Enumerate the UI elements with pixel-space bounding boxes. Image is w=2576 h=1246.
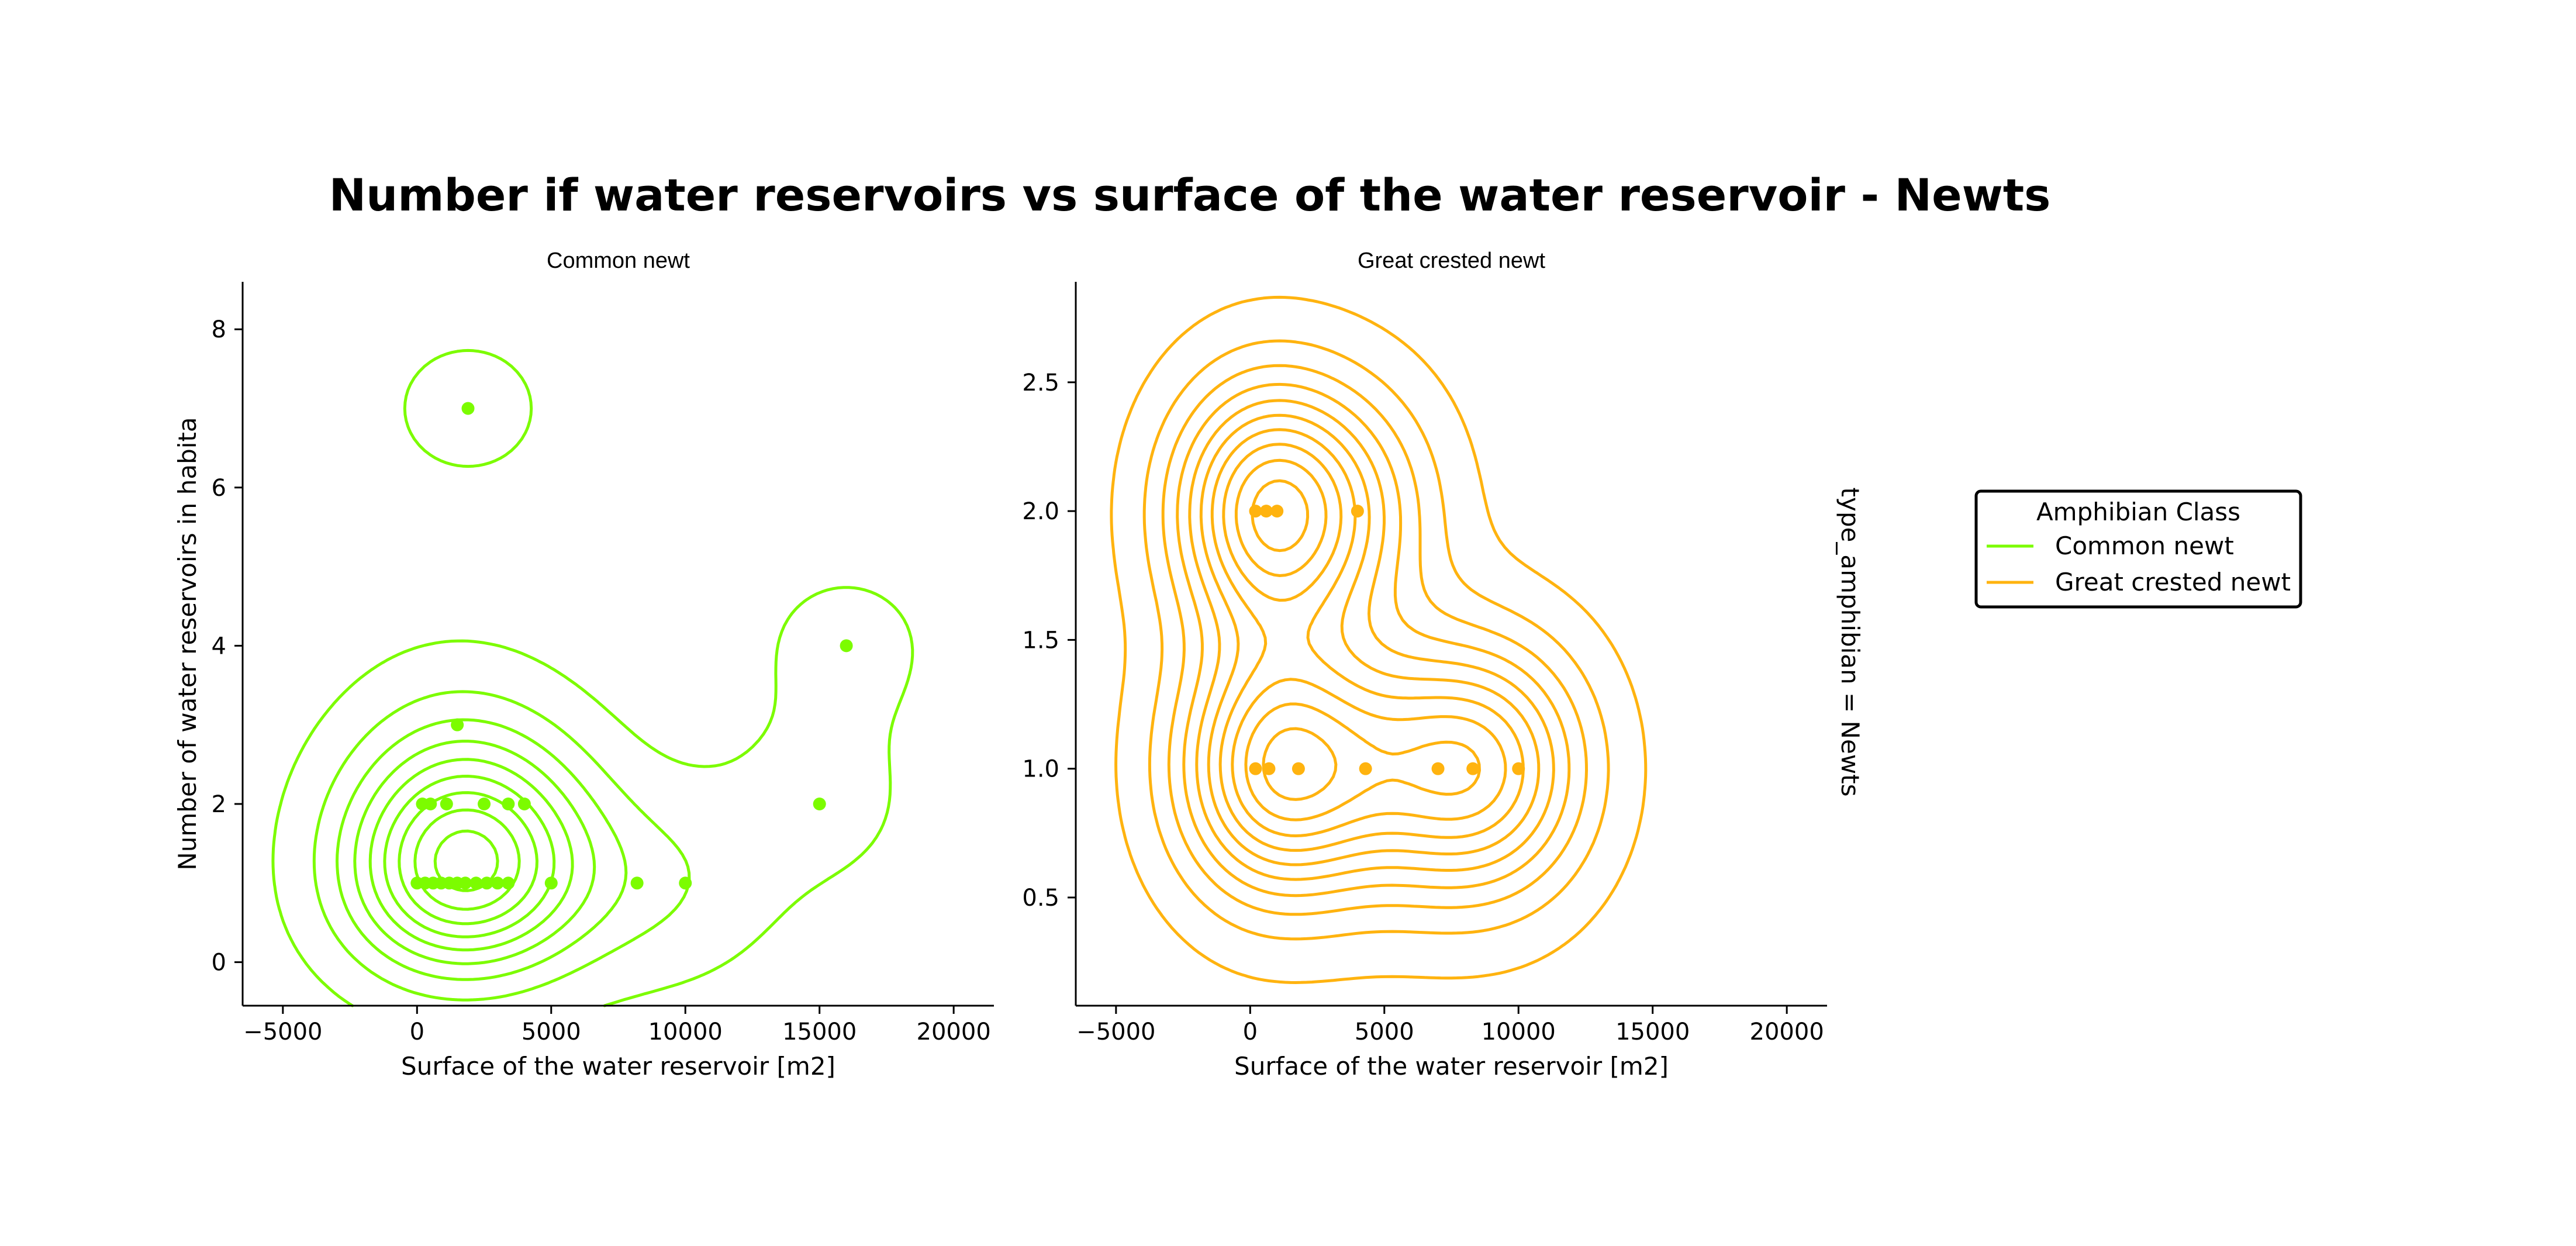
- data-point: [469, 876, 483, 890]
- y-tick-label: 0: [212, 950, 226, 976]
- x-tick-label: 20000: [917, 1019, 991, 1045]
- data-point: [1249, 505, 1262, 518]
- kde-contour-line: [398, 791, 538, 926]
- kde-contour-line: [413, 808, 521, 911]
- x-tick-label: 20000: [1750, 1019, 1824, 1045]
- panel-subtitle: Great crested newt: [1358, 248, 1545, 273]
- kde-contour-line: [1110, 295, 1648, 984]
- data-point: [1259, 505, 1273, 518]
- x-axis-label: Surface of the water reservoir [m2]: [1234, 1052, 1669, 1081]
- data-point: [1512, 762, 1525, 775]
- kde-contour-line: [1188, 399, 1555, 881]
- x-tick-label: 5000: [522, 1019, 581, 1045]
- data-point: [1249, 762, 1262, 775]
- facet-label: type_amphibian = Newts: [1836, 488, 1864, 797]
- kde-contour-line: [1210, 428, 1525, 852]
- data-point: [502, 876, 515, 890]
- x-tick-label: 10000: [648, 1019, 723, 1045]
- legend-frame: [1974, 489, 2302, 609]
- data-point: [679, 876, 692, 890]
- kde-contour-line: [353, 740, 596, 965]
- data-point: [480, 876, 493, 890]
- y-tick-label: 1.0: [1022, 756, 1059, 783]
- kde-contour-line: [271, 348, 914, 1007]
- panel-1: Common newt −5000 0 5000 10000 15000 20000 0 2 4 6…: [173, 248, 994, 1081]
- data-point: [458, 876, 472, 890]
- legend-item-label: Great crested newt: [2055, 568, 2291, 596]
- y-tick-label: 2.0: [1022, 498, 1059, 525]
- kde-contour-line: [1222, 443, 1507, 837]
- y-tick-label: 2.5: [1022, 370, 1059, 396]
- data-point: [502, 797, 515, 810]
- panel-2: Great crested newt −5000 0 5000 10000 15000 20…: [1022, 248, 1827, 1081]
- data-point: [1270, 505, 1284, 518]
- data-point: [451, 718, 464, 731]
- panel-subtitle: Common newt: [547, 248, 690, 273]
- legend-title: Amphibian Class: [2036, 498, 2240, 526]
- kde-contour-line: [1199, 413, 1541, 867]
- data-point: [1466, 762, 1480, 775]
- y-tick-label: 8: [212, 316, 226, 343]
- chart-title: Number if water reservoirs vs surface of…: [329, 169, 2051, 221]
- x-tick-label: −5000: [243, 1019, 322, 1045]
- y-tick-label: 1.5: [1022, 627, 1059, 654]
- kde-contour-line: [1234, 458, 1481, 822]
- x-axis-label: Surface of the water reservoir [m2]: [401, 1052, 835, 1081]
- data-point: [1292, 762, 1305, 775]
- data-point: [1262, 762, 1276, 775]
- kde-contours: [1110, 295, 1648, 984]
- data-point: [440, 797, 453, 810]
- kde-contour-line: [368, 758, 574, 952]
- data-point: [813, 797, 826, 810]
- kde-contour-line: [1161, 364, 1588, 916]
- y-tick-label: 2: [212, 791, 226, 818]
- data-point: [1351, 505, 1364, 518]
- x-tick-label: 0: [410, 1019, 424, 1045]
- y-tick-label: 0.5: [1022, 885, 1059, 912]
- x-tick-label: −5000: [1076, 1019, 1155, 1045]
- x-tick-label: 10000: [1482, 1019, 1556, 1045]
- kde-contours: [271, 348, 914, 1007]
- x-tick-label: 5000: [1355, 1019, 1414, 1045]
- y-axis-label: Number of water reservoirs in habita: [173, 417, 202, 870]
- x-tick-label: 0: [1243, 1019, 1258, 1045]
- data-point: [630, 876, 644, 890]
- legend-item-label: Common newt: [2055, 531, 2234, 560]
- data-point: [544, 876, 558, 890]
- data-point: [461, 402, 475, 415]
- kde-contour-line: [1142, 339, 1610, 941]
- data-point: [1431, 762, 1445, 775]
- legend: Amphibian Class Common newt Great crested …: [1974, 489, 2302, 609]
- x-tick-label: 15000: [1615, 1019, 1690, 1045]
- data-point: [1359, 762, 1372, 775]
- y-tick-label: 4: [212, 633, 226, 660]
- kde-contour-line: [336, 718, 628, 981]
- data-point: [517, 797, 531, 810]
- kde-contour-line: [1176, 382, 1571, 898]
- data-point: [424, 797, 437, 810]
- data-point: [840, 639, 853, 653]
- y-tick-label: 6: [212, 475, 226, 502]
- data-point: [478, 797, 491, 810]
- x-tick-label: 15000: [782, 1019, 857, 1045]
- data-point: [491, 876, 504, 890]
